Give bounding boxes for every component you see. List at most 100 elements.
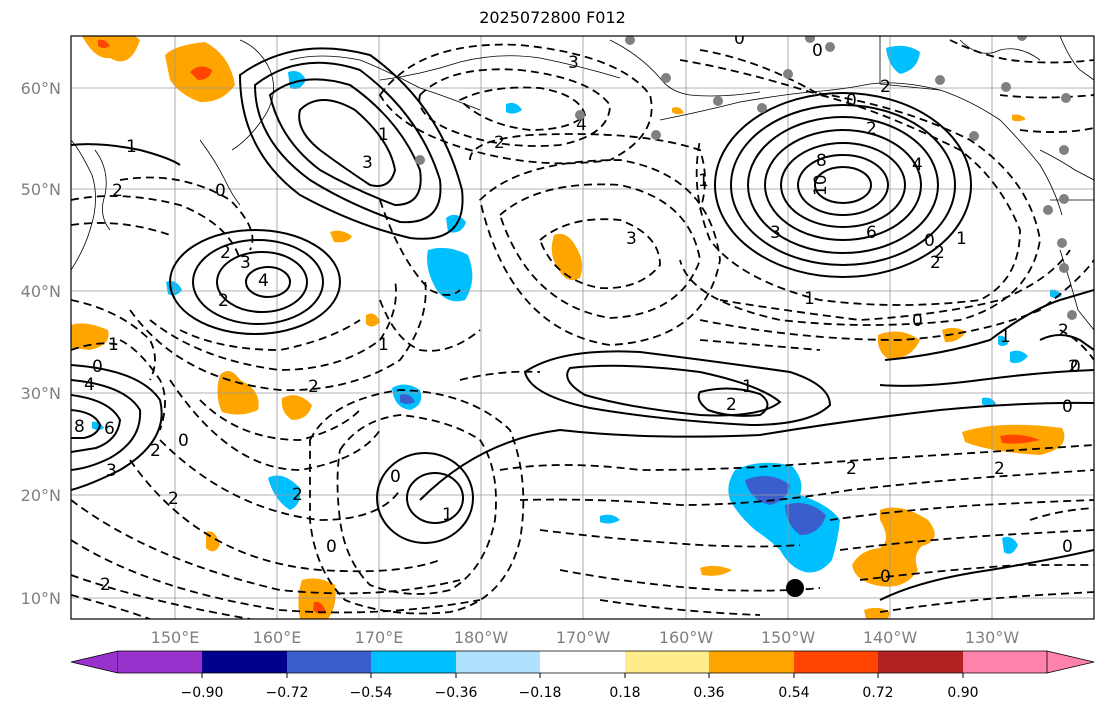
contour-label: 2: [494, 133, 505, 153]
colorbar-tick-label: −0.54: [350, 685, 393, 701]
contour-label: 8: [74, 417, 85, 437]
contour-label: 2: [168, 489, 179, 509]
positive-anomaly-region: [330, 230, 352, 243]
contour-label: 3: [568, 53, 579, 73]
colorbar-segment: [878, 651, 963, 673]
contour-label: 2: [1068, 357, 1079, 377]
colorbar-tick-label: −0.18: [519, 685, 562, 701]
graticule: [71, 36, 1094, 619]
positive-anomaly-region: [852, 507, 935, 587]
colorbar-segment: [963, 651, 1047, 673]
station-markers: [415, 36, 1077, 320]
contour-label: 2: [100, 575, 111, 595]
contour-label: 1: [378, 335, 389, 355]
colorbar: [70, 650, 1095, 678]
colorbar-segment: [456, 651, 540, 673]
contour-label: 0: [912, 311, 923, 331]
negative-anomaly-region: [785, 502, 826, 535]
contour-label: 2: [150, 441, 161, 461]
positive-anomaly-region: [942, 327, 966, 343]
colorbar-segment: [625, 651, 709, 673]
contour-label: 0: [1062, 397, 1073, 417]
contour-label: 1: [698, 171, 709, 191]
negative-anomaly-region: [600, 514, 620, 524]
colorbar-tick-label: 0.90: [947, 685, 978, 701]
contour-label: 0: [846, 91, 857, 111]
negative-anomaly-region: [288, 71, 306, 89]
contour-label: 1: [126, 137, 137, 157]
colorbar-tick-label: −0.72: [266, 685, 309, 701]
contour-label: 0: [1062, 537, 1073, 557]
contour-label: 2: [220, 243, 231, 263]
contour-label: 2: [112, 181, 123, 201]
contour-label: 2: [880, 77, 891, 97]
contour-label: 2: [292, 485, 303, 505]
contour-label: 4: [84, 375, 95, 395]
lat-label: 60°N: [21, 79, 61, 98]
positive-anomaly-region: [281, 395, 312, 420]
lon-label: 130°W: [965, 628, 1020, 647]
contour-label: 1: [442, 505, 453, 525]
contour-label: 0: [326, 537, 337, 557]
colorbar-segment: [540, 651, 625, 673]
contours-positive: [71, 47, 1094, 601]
contour-label: 1: [804, 289, 815, 309]
longitude-axis: 150°E 160°E 170°E 180°W 170°W 160°W 150°…: [151, 628, 1020, 647]
contour-label: 0: [92, 357, 103, 377]
contour-label: 2: [308, 377, 319, 397]
lat-label: 30°N: [21, 384, 61, 403]
colorbar-segment: [118, 651, 202, 673]
contour-label: 0: [390, 467, 401, 487]
contour-label: 6: [104, 419, 115, 439]
latitude-axis: 60°N 50°N 40°N 30°N 20°N 10°N: [21, 79, 61, 608]
negative-anomaly-region: [400, 394, 415, 404]
lon-label: 150°W: [761, 628, 816, 647]
contour-label: 3: [240, 253, 251, 273]
colorbar-tick-label: 0.54: [778, 685, 809, 701]
colorbar-segment: [794, 651, 878, 673]
negative-anomaly-region: [427, 247, 473, 302]
contour-label: 3: [106, 461, 117, 481]
positive-anomaly-region: [298, 578, 336, 619]
contour-label: 2: [934, 243, 945, 263]
contour-label: 2: [994, 459, 1005, 479]
negative-anomaly-region: [886, 45, 920, 74]
contour-label: 3: [770, 223, 781, 243]
contour-label: 2: [930, 253, 941, 273]
colorbar-segment: [202, 651, 287, 673]
lon-label: 170°E: [355, 628, 404, 647]
positive-anomaly-region: [1012, 114, 1026, 122]
colorbar-tick-label: −0.36: [435, 685, 478, 701]
positive-anomaly-region: [190, 66, 212, 80]
positive-anomaly-region: [672, 107, 684, 115]
contour-label: 1: [742, 377, 753, 397]
colorbar-high-extension: [1046, 650, 1095, 674]
positive-anomaly-region: [98, 39, 110, 48]
positive-anomaly-region: [313, 601, 326, 614]
negative-anomaly-region: [92, 421, 104, 430]
contour-label: 10: [811, 174, 831, 196]
negative-anomaly-region: [982, 397, 996, 406]
plot-frame: [70, 35, 1095, 620]
map-title: 2025072800 F012: [479, 8, 626, 27]
contour-label: 8: [816, 151, 827, 171]
contour-label: 2: [1058, 321, 1069, 341]
contour-label: 3: [626, 229, 637, 249]
lat-label: 10°N: [21, 589, 61, 608]
lat-label: 50°N: [21, 180, 61, 199]
negative-anomaly-region: [998, 335, 1008, 346]
contour-label: 0: [1070, 357, 1081, 377]
contour-label: 4: [576, 115, 587, 135]
positive-anomaly-region: [700, 565, 732, 576]
lon-label: 150°E: [151, 628, 200, 647]
contour-label: 0: [178, 431, 189, 451]
lat-label: 40°N: [21, 282, 61, 301]
contour-label: 4: [258, 271, 269, 291]
contour-label: 3: [362, 153, 373, 173]
negative-anomaly-region: [1010, 350, 1028, 364]
contour-label: 1: [956, 229, 967, 249]
contours-negative: [71, 39, 1094, 619]
negative-anomaly-region: [268, 475, 301, 510]
colorbar-tick-label: 0.36: [693, 685, 724, 701]
